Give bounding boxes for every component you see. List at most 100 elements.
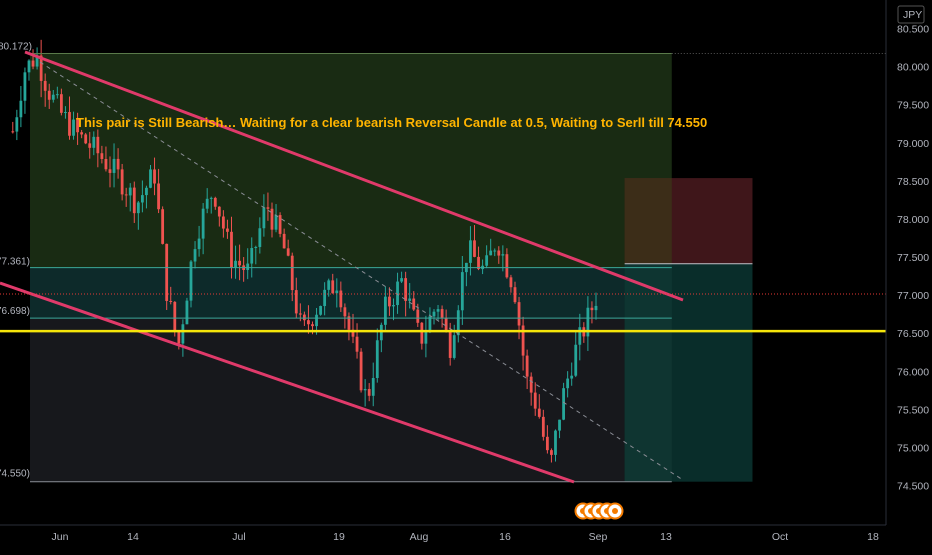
- candle: [258, 217, 262, 254]
- candle-body: [315, 314, 318, 327]
- candle: [193, 241, 197, 269]
- candle: [319, 305, 322, 316]
- candle: [529, 372, 533, 406]
- candle-body: [444, 317, 448, 332]
- candle: [282, 228, 286, 249]
- candle-body: [132, 187, 136, 214]
- candle: [120, 163, 124, 201]
- candle: [169, 286, 173, 305]
- price-axis-panel: [886, 0, 932, 550]
- candle: [456, 305, 460, 343]
- candle: [533, 382, 537, 416]
- candle: [537, 394, 541, 419]
- candle: [136, 200, 140, 230]
- fib-label-2: 76.698): [0, 306, 30, 317]
- y-tick-label: 78.500: [897, 176, 929, 188]
- candle: [525, 349, 529, 390]
- event-markers-layer: [574, 502, 624, 520]
- candle: [307, 305, 310, 334]
- candle-body: [282, 233, 286, 249]
- candle-body: [88, 143, 92, 148]
- candle: [383, 286, 387, 331]
- candle: [59, 88, 63, 116]
- candle: [124, 187, 128, 207]
- candle-body: [432, 311, 436, 317]
- candle: [80, 129, 84, 139]
- candle-body: [270, 208, 274, 230]
- candle-body: [100, 153, 104, 159]
- candle-body: [327, 280, 331, 290]
- candle-body: [383, 296, 387, 325]
- stop-loss-zone-overlap: [624, 178, 672, 264]
- candle-body: [35, 55, 39, 67]
- candle: [88, 131, 92, 159]
- candle: [554, 429, 557, 462]
- candle-body: [355, 336, 359, 352]
- candle: [201, 203, 205, 255]
- candle-body: [136, 202, 140, 214]
- candle: [221, 210, 225, 238]
- candle: [440, 305, 444, 328]
- candle-body: [108, 169, 112, 173]
- candle: [286, 239, 290, 257]
- candle-body: [59, 94, 63, 113]
- candle-body: [234, 260, 237, 268]
- x-tick-label: Aug: [410, 531, 429, 543]
- candle-body: [485, 255, 489, 266]
- candle-body: [578, 327, 582, 345]
- candle-body: [120, 169, 124, 195]
- candle-body: [84, 134, 88, 144]
- candle-body: [574, 344, 578, 376]
- candle-body: [537, 408, 541, 417]
- candle: [327, 278, 331, 297]
- candle-body: [286, 248, 290, 256]
- candle: [27, 59, 31, 81]
- candle-body: [47, 90, 51, 100]
- candle: [302, 311, 306, 326]
- candle-body: [173, 301, 177, 332]
- candle-body: [140, 195, 144, 203]
- candle: [351, 313, 355, 344]
- candle-body: [23, 72, 27, 101]
- candle-body: [124, 194, 128, 196]
- y-tick-label: 76.500: [897, 328, 929, 340]
- candle: [335, 278, 339, 308]
- candle-body: [400, 278, 403, 282]
- candle: [238, 244, 241, 281]
- candle-body: [177, 331, 181, 344]
- candle-body: [424, 332, 428, 344]
- candle-body: [209, 197, 213, 199]
- fib-zone-upper: [30, 53, 672, 268]
- candle-body: [412, 298, 416, 310]
- candle: [541, 409, 545, 441]
- x-tick-label: Jun: [52, 531, 69, 543]
- candle: [501, 245, 505, 272]
- candle-body: [521, 325, 525, 356]
- candle-body: [145, 187, 148, 196]
- candle: [570, 362, 574, 386]
- candle: [246, 248, 250, 280]
- y-tick-label: 79.000: [897, 138, 929, 150]
- fib-label-1: 77.361): [0, 257, 30, 268]
- candle: [181, 319, 185, 357]
- y-tick-label: 75.000: [897, 442, 929, 454]
- candle-body: [128, 187, 132, 196]
- candle: [116, 148, 120, 179]
- candle-body: [586, 307, 590, 337]
- candle: [493, 248, 497, 257]
- candle-body: [205, 198, 209, 209]
- y-tick-label: 80.500: [897, 24, 929, 36]
- candle-body: [550, 450, 553, 455]
- candle-body: [452, 335, 456, 358]
- candle-body: [396, 281, 399, 306]
- y-tick-label: 75.500: [897, 404, 929, 416]
- candle: [250, 237, 254, 278]
- y-tick-label: 76.000: [897, 366, 929, 378]
- candle-body: [298, 313, 302, 315]
- fib-label-top: 80.172): [0, 41, 32, 52]
- candle: [513, 281, 517, 304]
- x-tick-label: 13: [660, 531, 672, 543]
